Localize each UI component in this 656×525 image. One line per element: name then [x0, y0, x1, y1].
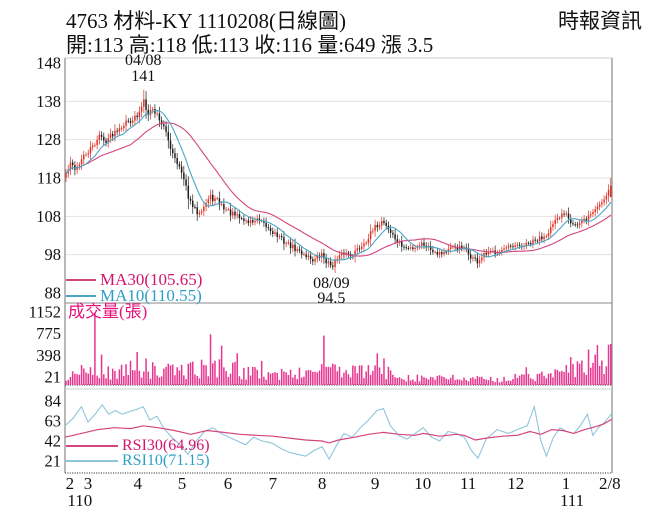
svg-text:108: 108 — [36, 207, 61, 226]
trough-date-annotation: 08/09 — [313, 275, 350, 292]
svg-text:111: 111 — [560, 491, 584, 510]
peak-date-annotation: 04/08 — [124, 52, 162, 69]
svg-text:42: 42 — [45, 432, 62, 451]
svg-text:98: 98 — [45, 245, 62, 264]
svg-text:10: 10 — [414, 474, 431, 493]
svg-text:128: 128 — [36, 130, 61, 149]
data-source-label: 時報資訊 — [558, 9, 642, 33]
rsi10-label: RSI10(71.15) — [122, 451, 210, 469]
svg-text:7: 7 — [269, 474, 278, 493]
svg-text:2/8: 2/8 — [599, 474, 621, 493]
svg-text:110: 110 — [67, 491, 92, 510]
svg-text:2: 2 — [66, 474, 75, 493]
ma10-label: MA10(110.55) — [100, 286, 202, 305]
svg-text:84: 84 — [45, 392, 62, 411]
rsi30-label: RSI30(64.96) — [122, 436, 210, 454]
rsi-legend: RSI30(64.96) RSI10(71.15) — [66, 436, 210, 469]
rsi10-legend-item: RSI10(71.15) — [66, 451, 210, 469]
trough-price-annotation: 94.5 — [317, 290, 346, 307]
svg-text:398: 398 — [36, 346, 61, 365]
ma30-line-swatch — [66, 279, 96, 281]
svg-text:6: 6 — [224, 474, 233, 493]
svg-text:21: 21 — [45, 452, 62, 471]
rsi30-line-swatch — [66, 444, 118, 447]
rsi30-legend-item: RSI30(64.96) — [66, 436, 210, 454]
svg-text:5: 5 — [178, 474, 187, 493]
rsi10-line-swatch — [66, 459, 118, 462]
svg-text:138: 138 — [36, 92, 61, 111]
svg-text:775: 775 — [36, 324, 61, 343]
volume-title: 成交量(張) — [68, 302, 148, 321]
svg-text:21: 21 — [45, 368, 62, 387]
chart-title: 4763 材料-KY 1110208(日線圖) — [66, 9, 346, 33]
svg-text:63: 63 — [45, 412, 62, 431]
svg-text:9: 9 — [371, 474, 380, 493]
ma30-label: MA30(105.65) — [100, 270, 203, 289]
svg-text:11: 11 — [460, 474, 476, 493]
ma10-legend-item: MA10(110.55) — [66, 286, 202, 305]
svg-text:12: 12 — [507, 474, 524, 493]
svg-text:3: 3 — [84, 474, 93, 493]
ma10-line-swatch — [66, 295, 96, 297]
ma30-legend-item: MA30(105.65) — [66, 270, 203, 289]
svg-text:1152: 1152 — [29, 302, 61, 321]
ohlc-quote-line: 開:113 高:118 低:113 收:116 量:649 漲 3.5 — [66, 33, 434, 57]
svg-text:88: 88 — [45, 284, 62, 303]
svg-text:148: 148 — [36, 54, 61, 73]
svg-text:4: 4 — [134, 474, 143, 493]
ma-legend: MA30(105.65) MA10(110.55) — [66, 270, 203, 305]
svg-text:118: 118 — [37, 169, 61, 188]
svg-text:8: 8 — [318, 474, 327, 493]
peak-price-annotation: 141 — [131, 68, 156, 85]
svg-text:1: 1 — [562, 474, 571, 493]
